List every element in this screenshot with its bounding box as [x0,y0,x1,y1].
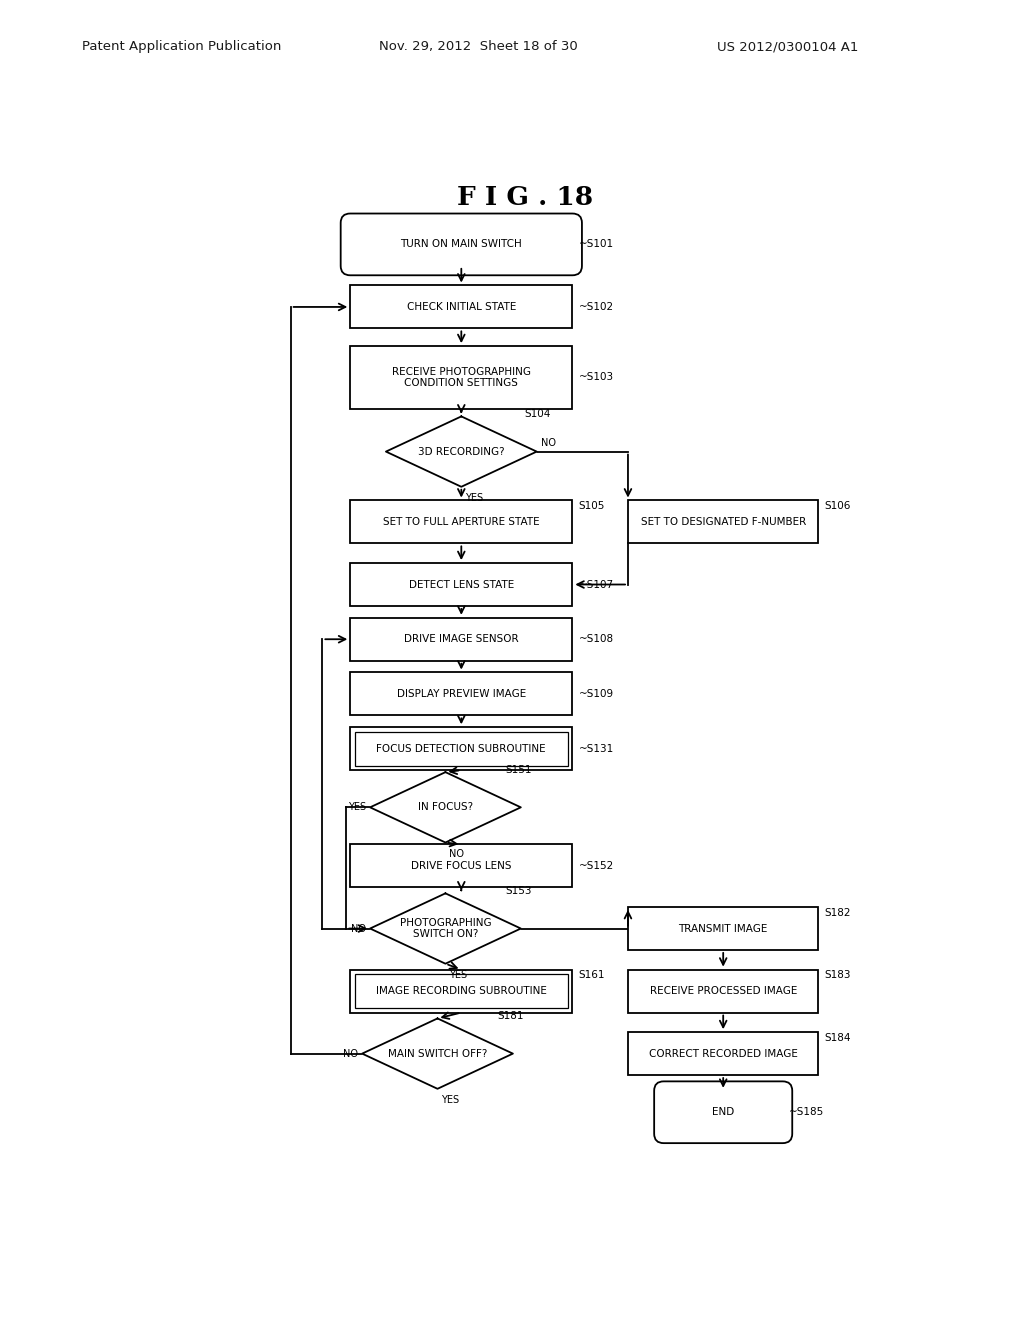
Text: ~S185: ~S185 [790,1107,824,1117]
Text: Patent Application Publication: Patent Application Publication [82,40,282,53]
Text: RECEIVE PROCESSED IMAGE: RECEIVE PROCESSED IMAGE [649,986,797,997]
Text: Nov. 29, 2012  Sheet 18 of 30: Nov. 29, 2012 Sheet 18 of 30 [379,40,578,53]
FancyBboxPatch shape [654,1081,793,1143]
Text: S151: S151 [505,764,531,775]
Text: US 2012/0300104 A1: US 2012/0300104 A1 [717,40,858,53]
Text: ~S109: ~S109 [579,689,614,700]
Text: ~S102: ~S102 [579,302,614,312]
FancyBboxPatch shape [350,727,572,770]
FancyBboxPatch shape [628,970,818,1012]
Text: CHECK INITIAL STATE: CHECK INITIAL STATE [407,302,516,312]
Text: S161: S161 [579,970,605,981]
FancyBboxPatch shape [350,672,572,715]
Text: ~S107: ~S107 [579,579,614,590]
Text: NO: NO [450,849,465,859]
Text: ~S131: ~S131 [579,743,614,754]
FancyBboxPatch shape [350,285,572,329]
Text: YES: YES [348,803,367,812]
FancyBboxPatch shape [628,907,818,950]
FancyBboxPatch shape [350,500,572,544]
FancyBboxPatch shape [341,214,582,276]
Text: NO: NO [351,924,367,933]
Text: SET TO DESIGNATED F-NUMBER: SET TO DESIGNATED F-NUMBER [641,517,806,527]
Text: S182: S182 [824,908,851,917]
Text: CORRECT RECORDED IMAGE: CORRECT RECORDED IMAGE [649,1048,798,1059]
Text: YES: YES [450,970,468,979]
FancyBboxPatch shape [350,845,572,887]
Text: DRIVE FOCUS LENS: DRIVE FOCUS LENS [411,861,512,871]
Polygon shape [370,894,521,964]
Text: ~S108: ~S108 [579,634,614,644]
Text: RECEIVE PHOTOGRAPHING
CONDITION SETTINGS: RECEIVE PHOTOGRAPHING CONDITION SETTINGS [392,367,530,388]
Text: TURN ON MAIN SWITCH: TURN ON MAIN SWITCH [400,239,522,249]
FancyBboxPatch shape [350,970,572,1012]
Text: S183: S183 [824,970,851,981]
Text: END: END [712,1107,734,1117]
Text: DETECT LENS STATE: DETECT LENS STATE [409,579,514,590]
Text: NO: NO [343,1048,358,1059]
Text: SET TO FULL APERTURE STATE: SET TO FULL APERTURE STATE [383,517,540,527]
Text: TRANSMIT IMAGE: TRANSMIT IMAGE [679,924,768,933]
Text: FOCUS DETECTION SUBROUTINE: FOCUS DETECTION SUBROUTINE [377,743,546,754]
FancyBboxPatch shape [350,618,572,661]
Text: DISPLAY PREVIEW IMAGE: DISPLAY PREVIEW IMAGE [396,689,526,700]
Text: S153: S153 [505,886,531,896]
FancyBboxPatch shape [350,564,572,606]
Text: ~S101: ~S101 [579,239,614,249]
Text: DRIVE IMAGE SENSOR: DRIVE IMAGE SENSOR [404,634,518,644]
Text: YES: YES [441,1096,460,1105]
Text: ~S152: ~S152 [579,861,614,871]
Text: ~S103: ~S103 [579,372,614,383]
Text: S184: S184 [824,1034,851,1043]
FancyBboxPatch shape [350,346,572,409]
FancyBboxPatch shape [628,500,818,544]
Text: S181: S181 [497,1011,523,1022]
Text: F I G . 18: F I G . 18 [457,185,593,210]
Text: IN FOCUS?: IN FOCUS? [418,803,473,812]
Text: PHOTOGRAPHING
SWITCH ON?: PHOTOGRAPHING SWITCH ON? [399,917,492,940]
Polygon shape [370,772,521,842]
Text: 3D RECORDING?: 3D RECORDING? [418,446,505,457]
Text: S105: S105 [579,502,605,511]
Text: YES: YES [465,494,483,503]
Text: IMAGE RECORDING SUBROUTINE: IMAGE RECORDING SUBROUTINE [376,986,547,997]
Text: MAIN SWITCH OFF?: MAIN SWITCH OFF? [388,1048,487,1059]
FancyBboxPatch shape [628,1032,818,1074]
Polygon shape [362,1019,513,1089]
Text: S104: S104 [525,409,551,418]
Text: S106: S106 [824,502,851,511]
Text: NO: NO [541,438,556,447]
Polygon shape [386,416,537,487]
